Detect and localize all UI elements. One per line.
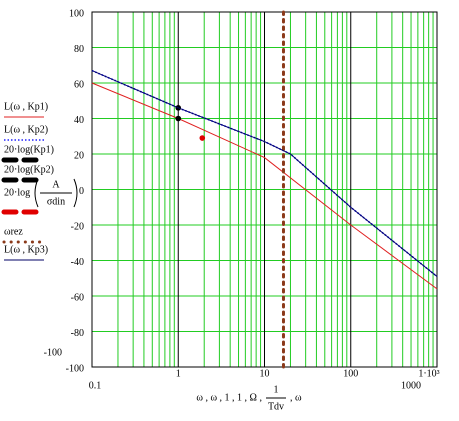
- data-point: [175, 115, 182, 122]
- legend-label: 20·log(Kp2): [4, 164, 54, 175]
- x-tick-label: 1: [176, 368, 181, 379]
- legend-label: L(ω , Kp3): [4, 244, 48, 255]
- y-tick-label: 80: [74, 44, 84, 55]
- legend-label: ωrez: [4, 226, 23, 237]
- x-axis-label: 1: [274, 384, 279, 395]
- y-tick-label: -60: [71, 292, 84, 303]
- data-line: [91, 70, 438, 277]
- y-tick-label: 20: [74, 150, 84, 161]
- legend-label: 20·log: [4, 187, 30, 198]
- x-tick-label: 100: [343, 368, 358, 379]
- x-limit-label: 0.1: [89, 380, 102, 391]
- legend-label: L(ω , Kp2): [4, 124, 48, 135]
- y-tick-label: -40: [71, 257, 84, 268]
- legend-label: σdin: [47, 196, 65, 207]
- y-tick-label: -80: [71, 328, 84, 339]
- plot-frame: [91, 11, 438, 368]
- legend-label: L(ω , Kp1): [4, 101, 48, 112]
- data-line: [91, 82, 438, 290]
- y-tick-label: -100: [66, 363, 84, 374]
- x-axis-label: Tdv: [268, 401, 284, 412]
- y-tick-label: 60: [74, 79, 84, 90]
- y-tick-label: -20: [71, 221, 84, 232]
- x-axis-label: ω , ω , 1 , 1 , Ω ,: [196, 392, 262, 403]
- y-tick-label: 0: [79, 186, 84, 197]
- x-axis-label: , ω: [290, 392, 302, 403]
- x-tick-label: 1·10³: [418, 368, 439, 379]
- x-tick-label: 10: [260, 368, 270, 379]
- legend-label: 20·log(Kp1): [4, 144, 54, 155]
- x-limit-label: 1000: [401, 380, 421, 391]
- paren: [34, 178, 78, 208]
- legend-label: A: [52, 179, 60, 190]
- y-tick-label: 100: [69, 8, 84, 19]
- y-limit-label: -100: [44, 347, 62, 358]
- y-tick-label: 40: [74, 115, 84, 126]
- data-point: [199, 135, 206, 141]
